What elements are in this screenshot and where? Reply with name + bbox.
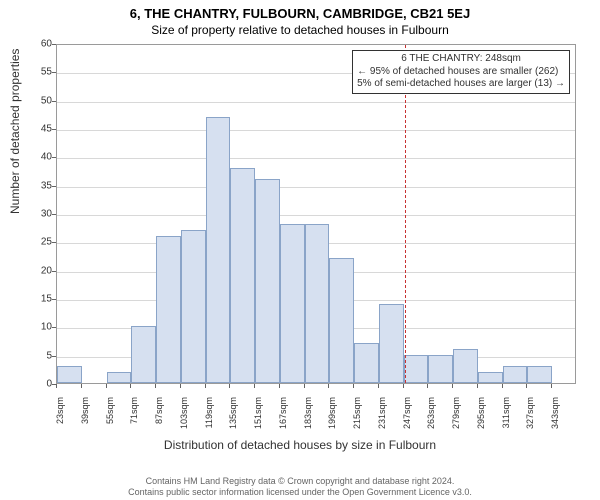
y-tick-label: 40 — [28, 152, 52, 163]
histogram-bar — [181, 230, 206, 383]
x-tick-mark — [502, 384, 503, 388]
annotation-line1: 6 THE CHANTRY: 248sqm — [357, 53, 565, 66]
x-tick-mark — [229, 384, 230, 388]
gridline — [57, 158, 575, 159]
y-tick-label: 0 — [28, 379, 52, 390]
x-tick-label: 183sqm — [303, 397, 313, 437]
x-tick-mark — [328, 384, 329, 388]
x-tick-mark — [403, 384, 404, 388]
marker-line — [405, 45, 406, 383]
x-tick-label: 263sqm — [426, 397, 436, 437]
histogram-bar — [527, 366, 552, 383]
histogram-bar — [255, 179, 280, 383]
plot-wrap: 051015202530354045505560 23sqm39sqm55sqm… — [56, 44, 576, 384]
x-tick-mark — [81, 384, 82, 388]
footer-line1: Contains HM Land Registry data © Crown c… — [0, 476, 600, 487]
x-tick-mark — [452, 384, 453, 388]
x-tick-mark — [254, 384, 255, 388]
x-tick-label: 87sqm — [154, 397, 164, 437]
y-axis-label: Number of detached properties — [8, 49, 22, 214]
x-tick-mark — [205, 384, 206, 388]
y-tick-label: 25 — [28, 237, 52, 248]
gridline — [57, 187, 575, 188]
x-tick-mark — [378, 384, 379, 388]
x-tick-mark — [106, 384, 107, 388]
x-axis-label: Distribution of detached houses by size … — [0, 438, 600, 452]
x-tick-label: 135sqm — [228, 397, 238, 437]
x-tick-label: 119sqm — [204, 397, 214, 437]
x-tick-mark — [526, 384, 527, 388]
histogram-bar — [156, 236, 181, 383]
x-tick-mark — [155, 384, 156, 388]
x-tick-label: 71sqm — [129, 397, 139, 437]
x-tick-mark — [304, 384, 305, 388]
x-tick-label: 151sqm — [253, 397, 263, 437]
x-tick-label: 215sqm — [352, 397, 362, 437]
x-tick-label: 295sqm — [476, 397, 486, 437]
x-tick-label: 167sqm — [278, 397, 288, 437]
histogram-bar — [329, 258, 354, 383]
histogram-bar — [453, 349, 478, 383]
y-tick-label: 15 — [28, 294, 52, 305]
histogram-bar — [131, 326, 156, 383]
x-tick-label: 23sqm — [55, 397, 65, 437]
y-tick-label: 50 — [28, 95, 52, 106]
histogram-bar — [478, 372, 503, 383]
x-tick-label: 247sqm — [402, 397, 412, 437]
page-title: 6, THE CHANTRY, FULBOURN, CAMBRIDGE, CB2… — [0, 0, 600, 21]
x-tick-label: 103sqm — [179, 397, 189, 437]
x-tick-mark — [56, 384, 57, 388]
x-tick-label: 231sqm — [377, 397, 387, 437]
x-tick-label: 39sqm — [80, 397, 90, 437]
annotation-line2: ← 95% of detached houses are smaller (26… — [357, 66, 565, 79]
x-tick-mark — [180, 384, 181, 388]
histogram-bar — [230, 168, 255, 383]
x-tick-mark — [130, 384, 131, 388]
gridline — [57, 130, 575, 131]
y-tick-label: 35 — [28, 180, 52, 191]
x-tick-mark — [427, 384, 428, 388]
x-tick-mark — [279, 384, 280, 388]
annotation-line3: 5% of semi-detached houses are larger (1… — [357, 78, 565, 91]
y-tick-label: 5 — [28, 350, 52, 361]
plot-area — [56, 44, 576, 384]
x-tick-label: 343sqm — [550, 397, 560, 437]
histogram-bar — [206, 117, 231, 383]
gridline — [57, 102, 575, 103]
x-tick-label: 327sqm — [525, 397, 535, 437]
histogram-bar — [107, 372, 132, 383]
x-tick-mark — [551, 384, 552, 388]
gridline — [57, 215, 575, 216]
footer-line2: Contains public sector information licen… — [0, 487, 600, 498]
histogram-bar — [503, 366, 528, 383]
histogram-bar — [280, 224, 305, 383]
page-subtitle: Size of property relative to detached ho… — [0, 21, 600, 37]
histogram-bar — [379, 304, 404, 383]
y-tick-label: 60 — [28, 39, 52, 50]
footer: Contains HM Land Registry data © Crown c… — [0, 476, 600, 498]
annotation-box: 6 THE CHANTRY: 248sqm ← 95% of detached … — [352, 50, 570, 94]
y-tick-label: 20 — [28, 265, 52, 276]
y-tick-label: 10 — [28, 322, 52, 333]
x-tick-label: 311sqm — [501, 397, 511, 437]
x-tick-label: 279sqm — [451, 397, 461, 437]
y-tick-label: 55 — [28, 67, 52, 78]
y-tick-label: 45 — [28, 124, 52, 135]
x-tick-label: 199sqm — [327, 397, 337, 437]
x-tick-mark — [477, 384, 478, 388]
x-tick-label: 55sqm — [105, 397, 115, 437]
histogram-bar — [428, 355, 453, 383]
y-tick-label: 30 — [28, 209, 52, 220]
histogram-bar — [57, 366, 82, 383]
x-tick-mark — [353, 384, 354, 388]
histogram-bar — [404, 355, 429, 383]
histogram-bar — [354, 343, 379, 383]
histogram-bar — [305, 224, 330, 383]
